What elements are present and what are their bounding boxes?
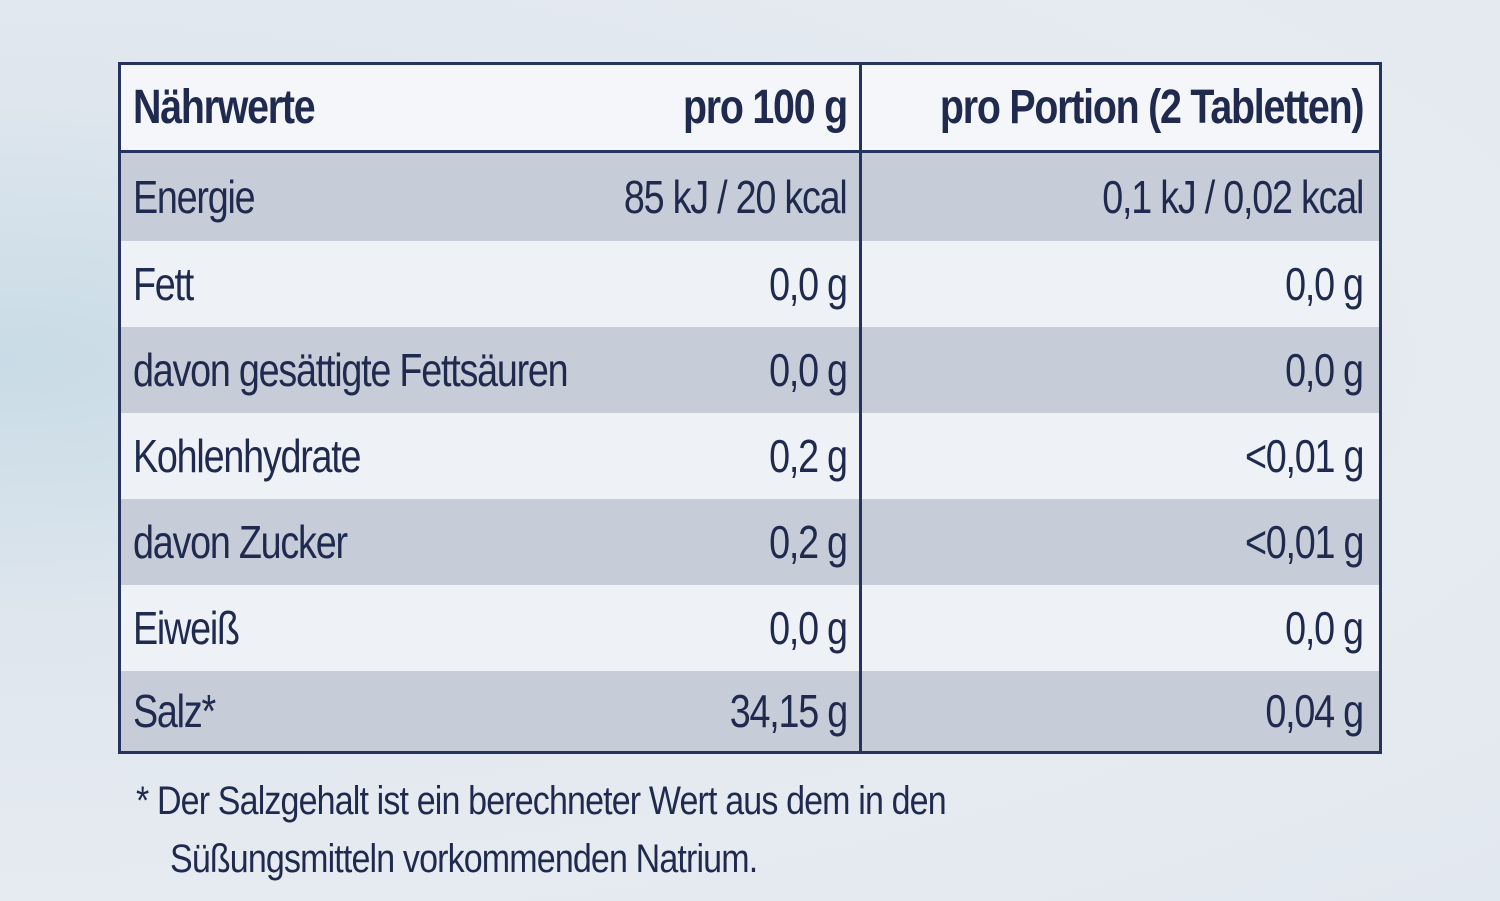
row-name: Salz* [133,685,216,737]
row-name: Energie [133,171,256,223]
header-per-100g: pro 100 g [683,81,848,134]
row-per-portion: 0,0 g [1285,602,1364,654]
row-per-100g: 34,15 g [729,685,848,737]
row-name: davon Zucker [133,516,348,568]
table-row: Energie 85 kJ / 20 kcal 0,1 kJ / 0,02 kc… [121,153,1379,241]
table-row: Fett 0,0 g 0,0 g [121,241,1379,327]
row-name: davon gesättigte Fettsäuren [133,344,569,396]
header-per-portion: pro Portion (2 Tabletten) [939,81,1365,134]
row-per-portion: 0,1 kJ / 0,02 kcal [1102,171,1364,223]
row-name: Eiweiß [133,602,240,654]
row-per-100g: 0,0 g [769,602,848,654]
row-per-100g: 0,2 g [769,430,848,482]
table-row: Kohlenhydrate 0,2 g <0,01 g [121,413,1379,499]
footnote-line-1: * Der Salzgehalt ist ein berechneter Wer… [136,779,947,823]
row-per-100g: 0,0 g [769,344,848,396]
row-per-portion: 0,04 g [1265,685,1364,737]
row-per-portion: <0,01 g [1244,430,1365,482]
footnote: * Der Salzgehalt ist ein berechneter Wer… [136,772,1071,888]
column-divider [859,65,862,751]
table-header-row: Nährwerte pro 100 g pro Portion (2 Table… [121,65,1379,153]
table-row: Eiweiß 0,0 g 0,0 g [121,585,1379,671]
footnote-line-2: Süßungsmitteln vorkommenden Natrium. [170,837,758,881]
table-row: davon gesättigte Fettsäuren 0,0 g 0,0 g [121,327,1379,413]
row-per-portion: 0,0 g [1285,258,1364,310]
header-nutrients: Nährwerte [133,81,316,134]
table-row: Salz* 34,15 g 0,04 g [121,671,1379,751]
row-per-portion: 0,0 g [1285,344,1364,396]
row-per-portion: <0,01 g [1244,516,1365,568]
table-row: davon Zucker 0,2 g <0,01 g [121,499,1379,585]
row-name: Kohlenhydrate [133,430,362,482]
row-per-100g: 0,0 g [769,258,848,310]
row-per-100g: 0,2 g [769,516,848,568]
row-name: Fett [133,258,194,310]
nutrition-table: Nährwerte pro 100 g pro Portion (2 Table… [118,62,1382,754]
row-per-100g: 85 kJ / 20 kcal [624,171,848,223]
